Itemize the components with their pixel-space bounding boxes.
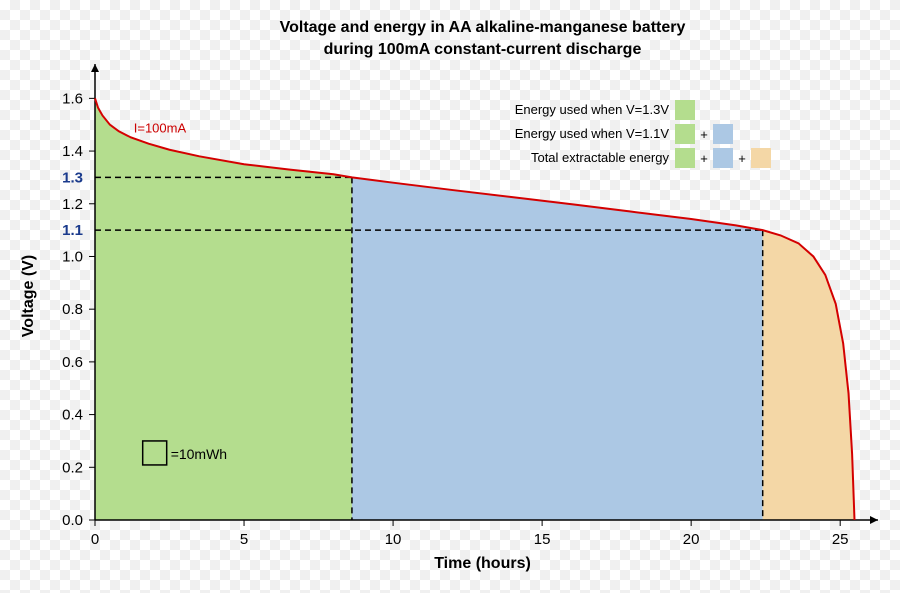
y-tick-label: 0.8 bbox=[62, 301, 83, 318]
x-axis-label: Time (hours) bbox=[434, 555, 531, 572]
legend-plus: + bbox=[700, 127, 708, 142]
legend-label: Energy used when V=1.1V bbox=[515, 126, 670, 141]
y-tick-label: 0.6 bbox=[62, 354, 83, 371]
x-tick-label: 5 bbox=[240, 531, 248, 548]
x-tick-label: 25 bbox=[832, 531, 849, 548]
discharge-chart: Voltage and energy in AA alkaline-mangan… bbox=[0, 0, 900, 593]
legend-label: Total extractable energy bbox=[531, 150, 670, 165]
region-energy-remaining bbox=[763, 230, 855, 520]
y-tick-label: 0.4 bbox=[62, 407, 83, 424]
legend-swatch bbox=[675, 148, 695, 168]
threshold-label: 1.1 bbox=[62, 222, 83, 239]
legend-swatch bbox=[675, 124, 695, 144]
region-energy-1p1v bbox=[352, 177, 763, 520]
legend-plus: + bbox=[738, 151, 746, 166]
legend-label: Energy used when V=1.3V bbox=[515, 102, 670, 117]
x-tick-label: 0 bbox=[91, 531, 99, 548]
chart-title-line1: Voltage and energy in AA alkaline-mangan… bbox=[280, 19, 686, 36]
y-tick-label: 0.0 bbox=[62, 512, 83, 529]
y-tick-label: 1.2 bbox=[62, 196, 83, 213]
x-axis-arrow-icon bbox=[870, 516, 878, 524]
chart-title-line2: during 100mA constant-current discharge bbox=[324, 41, 642, 58]
legend-swatch bbox=[751, 148, 771, 168]
y-tick-label: 1.6 bbox=[62, 90, 83, 107]
y-tick-label: 1.0 bbox=[62, 248, 83, 265]
scale-box-label: =10mWh bbox=[171, 446, 227, 462]
x-tick-label: 15 bbox=[534, 531, 551, 548]
y-axis-arrow-icon bbox=[91, 64, 99, 72]
y-axis-label: Voltage (V) bbox=[20, 255, 37, 337]
x-tick-label: 20 bbox=[683, 531, 700, 548]
chart-wrapper: Voltage and energy in AA alkaline-mangan… bbox=[0, 0, 900, 593]
legend-swatch bbox=[675, 100, 695, 120]
legend-swatch bbox=[713, 148, 733, 168]
curve-annotation: I=100mA bbox=[134, 121, 187, 136]
legend-swatch bbox=[713, 124, 733, 144]
y-tick-label: 1.4 bbox=[62, 143, 83, 160]
y-tick-label: 0.2 bbox=[62, 459, 83, 476]
threshold-label: 1.3 bbox=[62, 169, 83, 186]
legend-plus: + bbox=[700, 151, 708, 166]
x-tick-label: 10 bbox=[385, 531, 402, 548]
